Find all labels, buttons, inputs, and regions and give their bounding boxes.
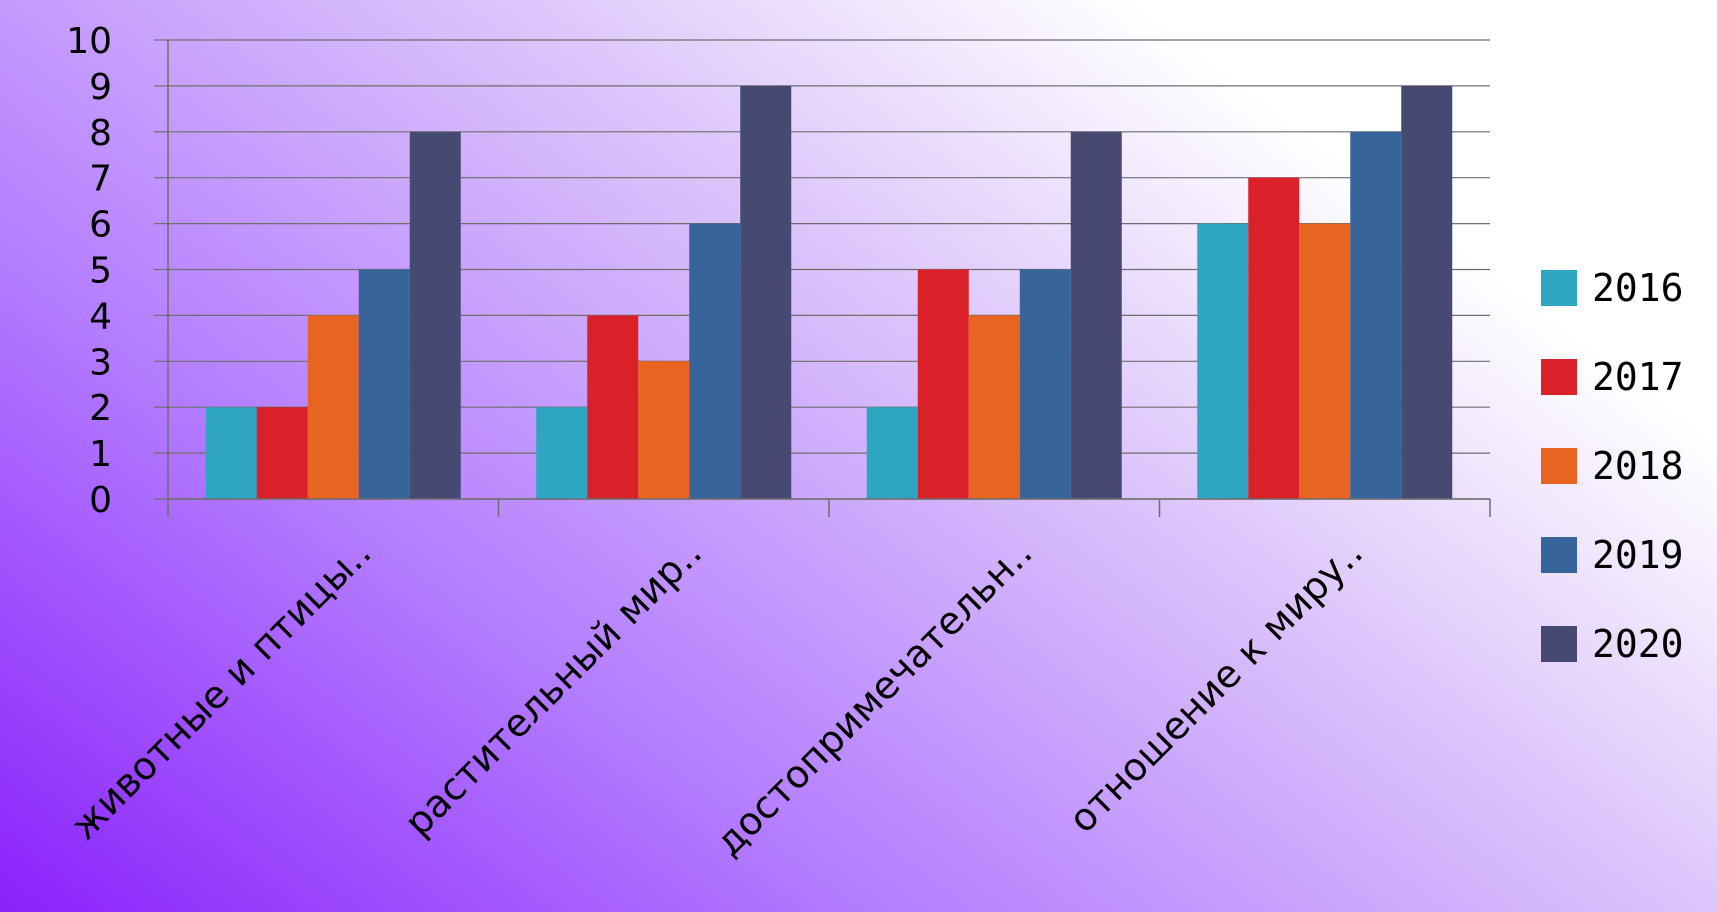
bar (968, 315, 1020, 499)
bar (1197, 223, 1249, 499)
y-tick-label: 5 (89, 251, 112, 292)
y-tick-label: 2 (89, 388, 112, 429)
bar (1248, 177, 1300, 499)
bar (536, 407, 588, 499)
legend-label: 2018 (1592, 444, 1684, 488)
y-tick-label: 3 (89, 342, 112, 383)
x-axis-categories: животные и птицы.. растительный мир..дост… (62, 530, 1371, 864)
bar (409, 131, 461, 500)
legend: 2016 2017 2018 2019 2020 (1541, 266, 1684, 666)
legend-swatch (1541, 448, 1577, 484)
y-tick-label: 1 (89, 434, 112, 475)
y-tick-label: 8 (89, 113, 112, 154)
bar (917, 269, 969, 499)
y-tick-label: 10 (66, 21, 112, 62)
bar (1299, 223, 1351, 499)
bar (1070, 131, 1122, 500)
bar (866, 407, 918, 499)
legend-label: 2016 (1592, 266, 1684, 310)
x-category-label: животные и птицы.. (62, 530, 380, 848)
bar (740, 85, 792, 500)
legend-label: 2020 (1592, 622, 1684, 666)
y-tick-label: 9 (89, 67, 112, 108)
bar (358, 269, 410, 499)
legend-swatch (1541, 359, 1577, 395)
bar (1350, 131, 1402, 500)
legend-swatch (1541, 270, 1577, 306)
bar (689, 223, 741, 499)
y-axis-ticks: 0 1 2 3 45 6 7 8 9 10 (66, 21, 112, 521)
bar (307, 315, 359, 499)
x-category-label: отношение к миру.. (1060, 530, 1371, 841)
bar-series (205, 85, 1453, 500)
bar (256, 407, 308, 499)
x-category-label: растительный мир.. (396, 530, 710, 844)
legend-label: 2019 (1592, 533, 1684, 577)
legend-swatch (1541, 626, 1577, 662)
bar (205, 407, 257, 499)
bar (1401, 85, 1453, 500)
bar (587, 315, 639, 499)
legend-label: 2017 (1592, 355, 1684, 399)
x-category-label: достопримечательн.. (707, 530, 1041, 864)
y-tick-label: 6 (89, 205, 112, 246)
y-tick-label: 0 (89, 480, 112, 521)
bar (638, 361, 690, 499)
legend-swatch (1541, 537, 1577, 573)
bar (1019, 269, 1071, 499)
y-tick-label: 7 (89, 159, 112, 200)
axes (167, 40, 1491, 517)
y-tick-label: 4 (89, 296, 112, 337)
